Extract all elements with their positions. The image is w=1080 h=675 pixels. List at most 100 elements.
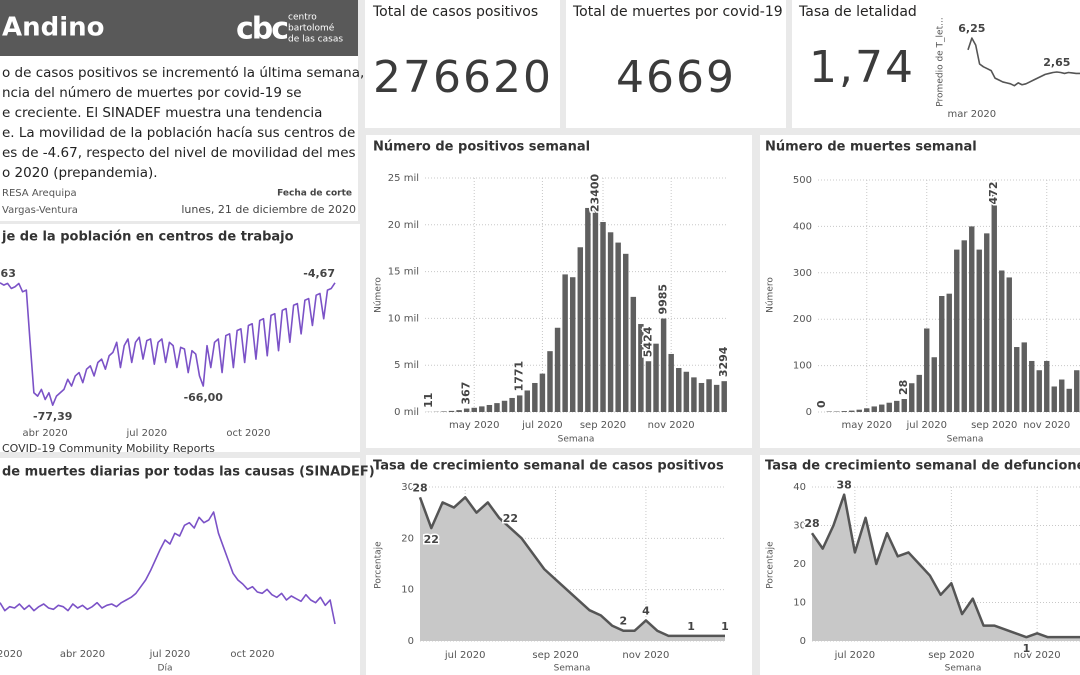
kpi-title: Total de casos positivos xyxy=(372,4,538,20)
line xyxy=(0,282,336,406)
y-tick-label: 0 xyxy=(800,636,806,647)
y-tick-label: 10 xyxy=(793,598,806,609)
bar xyxy=(706,379,712,412)
data-label: -4,67 xyxy=(303,267,335,280)
x-tick-label: may 2020 xyxy=(842,420,892,431)
x-axis-label: Semana xyxy=(945,664,982,674)
kpi-value: 276620 xyxy=(373,52,553,103)
x-tick-label: 2020 xyxy=(0,649,22,660)
y-tick-label: 0 xyxy=(408,636,414,647)
x-tick-label: jul 2020 xyxy=(834,650,876,661)
y-tick-label: 10 mil xyxy=(388,313,419,324)
bar xyxy=(1066,388,1072,412)
bar xyxy=(516,395,523,412)
bar xyxy=(909,383,915,412)
summary-line: e creciente. El SINADEF muestra una tend… xyxy=(2,105,322,121)
bar xyxy=(607,232,614,412)
x-tick-label: sep 2020 xyxy=(532,650,578,661)
x-tick-label: jul 2020 xyxy=(444,650,486,661)
summary-line: o de casos positivos se incrementó la úl… xyxy=(2,65,364,81)
y-axis-label: Porcentaje xyxy=(766,541,776,589)
summary-panel xyxy=(0,56,358,221)
y-tick-label: 25 mil xyxy=(388,173,419,184)
y-tick-label: 15 mil xyxy=(388,267,419,278)
data-label: 23400 xyxy=(588,174,601,213)
bar xyxy=(879,404,885,412)
bar xyxy=(486,404,493,412)
bar xyxy=(463,408,470,412)
y-tick-label: 40 xyxy=(793,482,806,493)
bar xyxy=(532,382,538,412)
x-axis-label: Semana xyxy=(947,435,984,445)
bar xyxy=(1074,370,1080,412)
x-tick-label: jul 2020 xyxy=(521,420,563,431)
panel xyxy=(0,458,360,675)
bar xyxy=(901,399,907,412)
bar xyxy=(562,274,568,412)
x-tick-label: oct 2020 xyxy=(230,649,274,660)
bar xyxy=(471,407,477,412)
y-tick-label: 10 xyxy=(401,585,414,596)
bar xyxy=(924,328,930,412)
data-label: 38 xyxy=(837,479,852,492)
y-axis-label: Promedio de T_let... xyxy=(936,17,946,106)
bar xyxy=(954,249,960,412)
chart-title: je de la población en centros de trabajo xyxy=(1,230,294,245)
area-line xyxy=(810,493,1080,639)
y-tick-label: 300 xyxy=(793,268,812,279)
date-caption: Fecha de corte xyxy=(277,189,352,199)
bar xyxy=(976,249,982,412)
source-line: RESA Arequipa xyxy=(2,188,77,199)
logo-text: de las casas xyxy=(288,35,343,45)
x-tick-label: sep 2020 xyxy=(928,650,974,661)
y-tick-label: 5 mil xyxy=(394,360,419,371)
data-label: 22 xyxy=(503,512,518,525)
data-label: 0 xyxy=(815,400,828,408)
y-axis-label: Número xyxy=(374,277,384,313)
bar xyxy=(547,351,553,412)
x-tick-label: sep 2020 xyxy=(971,420,1017,431)
data-label: 472 xyxy=(987,182,1000,205)
bar xyxy=(1029,360,1035,412)
data-label: 4 xyxy=(642,604,650,617)
y-axis-label: Número xyxy=(766,277,776,313)
y-tick-label: 20 xyxy=(401,533,414,544)
bar xyxy=(931,357,937,412)
bar xyxy=(721,381,727,412)
chart-source: COVID-19 Community Mobility Reports xyxy=(2,442,215,455)
bar xyxy=(691,377,697,412)
bar xyxy=(660,318,667,412)
bar xyxy=(630,296,637,412)
x-tick-label: mar 2020 xyxy=(948,109,997,120)
y-tick-label: 500 xyxy=(793,175,812,186)
bar xyxy=(585,207,591,412)
bar xyxy=(946,293,952,412)
bar xyxy=(638,324,644,412)
y-tick-label: 100 xyxy=(793,361,812,372)
bar xyxy=(1051,386,1057,412)
panel xyxy=(0,224,360,452)
bar xyxy=(698,382,705,412)
data-label: 28 xyxy=(412,481,427,494)
area xyxy=(420,497,725,641)
x-tick-label: oct 2020 xyxy=(226,428,270,439)
data-label: 5424 xyxy=(641,326,654,357)
data-label: 28 xyxy=(897,380,910,395)
chart-title: Número de muertes semanal xyxy=(765,140,977,155)
bar xyxy=(991,192,997,412)
bar xyxy=(886,402,892,412)
bar xyxy=(856,409,862,412)
bar xyxy=(849,410,855,412)
x-tick-label: nov 2020 xyxy=(622,650,669,661)
area-line xyxy=(418,496,725,638)
x-axis-label: Semana xyxy=(554,664,591,674)
x-tick-label: jul 2020 xyxy=(149,649,191,660)
bar xyxy=(623,253,629,412)
y-tick-label: 20 mil xyxy=(388,220,419,231)
bar xyxy=(615,242,621,412)
bar xyxy=(916,374,922,412)
bar xyxy=(600,221,606,412)
bar xyxy=(1014,347,1020,412)
data-label: 2,65 xyxy=(1043,56,1070,69)
